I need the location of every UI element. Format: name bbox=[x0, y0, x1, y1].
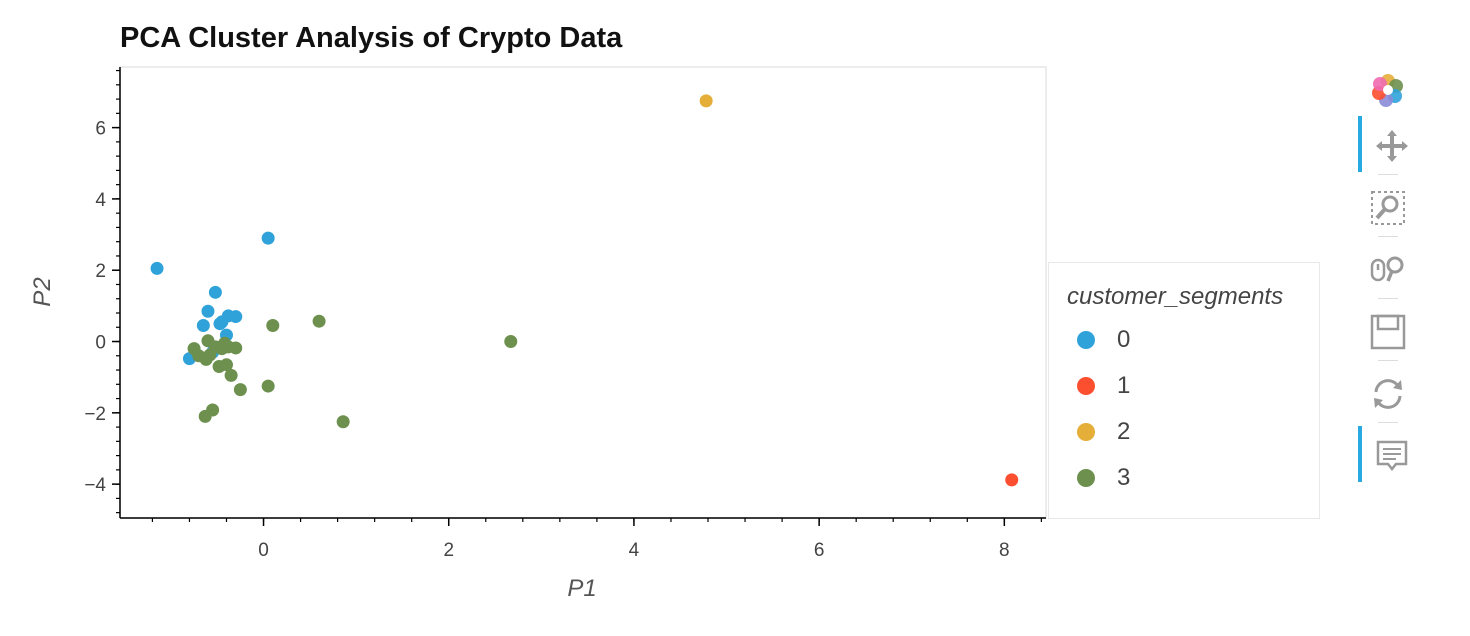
x-tick-label: 4 bbox=[629, 540, 640, 561]
legend-title: customer_segments bbox=[1067, 283, 1284, 310]
y-tick-label: 4 bbox=[95, 190, 106, 211]
legend-label: 1 bbox=[1117, 372, 1131, 399]
x-axis: 0 2 4 6 8 bbox=[120, 517, 1046, 561]
wheel-zoom-icon bbox=[1370, 256, 1404, 282]
legend-item-3[interactable]: 3 bbox=[1077, 463, 1130, 493]
save-icon bbox=[1370, 314, 1406, 350]
save-tool[interactable] bbox=[1358, 302, 1418, 358]
legend-item-0[interactable]: 0 bbox=[1077, 325, 1130, 355]
y-axis: −4 −2 0 2 4 6 bbox=[84, 67, 121, 518]
data-point-segment-0 bbox=[261, 231, 275, 245]
data-point-segment-3 bbox=[261, 379, 275, 393]
legend-item-2[interactable]: 2 bbox=[1077, 417, 1130, 447]
data-points bbox=[150, 94, 1019, 487]
y-tick-label: −2 bbox=[84, 404, 106, 425]
bokeh-logo[interactable] bbox=[1358, 60, 1418, 116]
data-point-segment-3 bbox=[219, 358, 233, 372]
x-tick-label: 6 bbox=[814, 540, 825, 561]
data-point-segment-2 bbox=[699, 94, 713, 108]
x-tick-label: 0 bbox=[258, 540, 269, 561]
chart-title: PCA Cluster Analysis of Crypto Data bbox=[120, 22, 623, 54]
data-point-segment-3 bbox=[504, 335, 518, 349]
legend-dot bbox=[1077, 377, 1095, 395]
hover-tool[interactable] bbox=[1358, 426, 1418, 482]
y-tick-label: 0 bbox=[95, 333, 106, 354]
y-tick-label: 6 bbox=[95, 119, 106, 140]
pan-tool[interactable] bbox=[1358, 116, 1418, 172]
data-point-segment-3 bbox=[198, 409, 212, 423]
data-point-segment-0 bbox=[201, 304, 215, 318]
data-point-segment-1 bbox=[1005, 473, 1019, 487]
y-tick-label: 2 bbox=[95, 261, 106, 282]
box-zoom-tool[interactable] bbox=[1358, 178, 1418, 234]
data-point-segment-3 bbox=[266, 318, 280, 332]
reset-tool[interactable] bbox=[1358, 364, 1418, 420]
legend-label: 0 bbox=[1117, 326, 1131, 353]
legend-dot bbox=[1077, 423, 1095, 441]
data-point-segment-3 bbox=[336, 415, 350, 429]
data-point-segment-0 bbox=[208, 285, 222, 299]
bokeh-logo-icon bbox=[1372, 74, 1403, 107]
legend: customer_segments 0 1 2 3 bbox=[1048, 262, 1320, 519]
reset-icon bbox=[1374, 379, 1402, 409]
box-zoom-icon bbox=[1371, 191, 1405, 225]
data-point-segment-0 bbox=[196, 318, 210, 332]
legend-label: 3 bbox=[1117, 464, 1131, 491]
x-tick-label: 2 bbox=[443, 540, 454, 561]
data-point-segment-0 bbox=[150, 261, 164, 275]
hover-icon bbox=[1376, 440, 1408, 472]
legend-dot bbox=[1077, 469, 1095, 487]
data-point-segment-3 bbox=[229, 341, 243, 355]
y-axis-label: P2 bbox=[29, 277, 56, 306]
plot-frame bbox=[119, 66, 1047, 519]
data-point-segment-3 bbox=[312, 314, 326, 328]
legend-dot bbox=[1077, 331, 1095, 349]
data-point-segment-3 bbox=[233, 383, 247, 397]
pan-icon bbox=[1376, 130, 1408, 162]
data-point-segment-0 bbox=[229, 310, 243, 324]
y-tick-label: −4 bbox=[84, 475, 106, 496]
chart-toolbar bbox=[1358, 60, 1418, 500]
data-point-segment-3 bbox=[224, 368, 238, 382]
legend-label: 2 bbox=[1117, 418, 1131, 445]
data-point-segment-0 bbox=[213, 317, 227, 331]
legend-item-1[interactable]: 1 bbox=[1077, 371, 1130, 401]
x-tick-label: 8 bbox=[999, 540, 1010, 561]
wheel-zoom-tool[interactable] bbox=[1358, 240, 1418, 296]
x-axis-label: P1 bbox=[567, 575, 596, 602]
